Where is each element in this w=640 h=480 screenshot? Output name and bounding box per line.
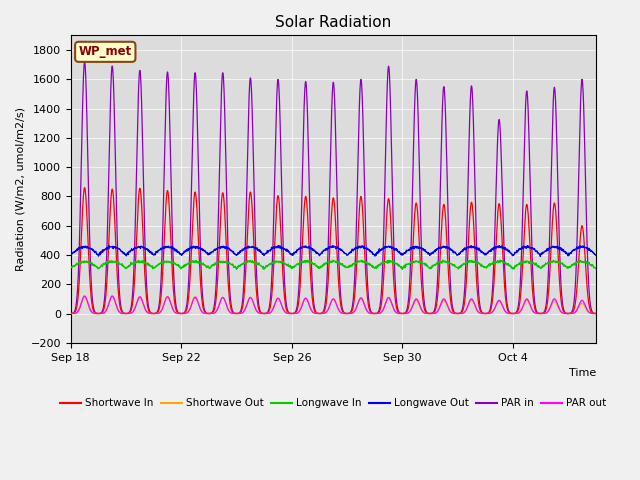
Shortwave Out	[502, 309, 509, 315]
Longwave In	[364, 261, 371, 266]
Longwave Out	[67, 252, 75, 258]
Shortwave In	[310, 303, 317, 309]
Longwave Out	[364, 245, 371, 251]
Shortwave Out	[85, 304, 93, 310]
Longwave In	[497, 257, 504, 263]
PAR in	[502, 286, 509, 291]
Longwave In	[202, 264, 210, 269]
PAR in	[582, 190, 589, 195]
Longwave In	[67, 265, 75, 271]
Shortwave In	[67, 311, 75, 316]
Line: Shortwave Out: Shortwave Out	[71, 297, 596, 313]
PAR in	[202, 310, 210, 316]
Shortwave In	[592, 311, 600, 316]
Longwave Out	[85, 245, 93, 251]
PAR in	[592, 311, 600, 316]
Longwave Out	[592, 252, 600, 258]
Shortwave Out	[202, 311, 210, 316]
PAR out	[81, 293, 88, 299]
PAR out	[310, 310, 317, 315]
Longwave In	[309, 261, 317, 266]
Line: PAR in: PAR in	[71, 62, 596, 313]
PAR out	[592, 311, 600, 316]
Shortwave In	[202, 310, 210, 316]
Longwave Out	[202, 250, 210, 255]
Longwave In	[582, 259, 589, 265]
Title: Solar Radiation: Solar Radiation	[275, 15, 392, 30]
Shortwave Out	[310, 310, 317, 315]
Longwave Out	[502, 245, 509, 251]
Longwave In	[85, 260, 93, 266]
Shortwave In	[85, 265, 93, 271]
Longwave In	[502, 261, 510, 266]
Longwave In	[399, 266, 406, 272]
Line: Shortwave In: Shortwave In	[71, 188, 596, 313]
PAR in	[310, 296, 317, 301]
Longwave Out	[310, 246, 317, 252]
PAR out	[85, 304, 93, 310]
Shortwave Out	[582, 305, 589, 311]
Shortwave Out	[592, 311, 600, 316]
PAR out	[582, 303, 589, 309]
Longwave Out	[536, 253, 544, 259]
PAR in	[85, 219, 93, 225]
X-axis label: Time: Time	[568, 368, 596, 378]
Longwave In	[592, 265, 600, 271]
PAR out	[202, 311, 210, 316]
PAR in	[364, 279, 371, 285]
Shortwave Out	[67, 311, 75, 316]
Shortwave Out	[364, 309, 371, 314]
PAR out	[364, 309, 371, 314]
Legend: Shortwave In, Shortwave Out, Longwave In, Longwave Out, PAR in, PAR out: Shortwave In, Shortwave Out, Longwave In…	[56, 394, 611, 412]
Shortwave In	[502, 297, 509, 302]
Shortwave In	[81, 185, 88, 191]
Line: PAR out: PAR out	[71, 296, 596, 313]
PAR in	[509, 311, 516, 316]
Longwave Out	[275, 242, 282, 248]
Line: Longwave Out: Longwave Out	[71, 245, 596, 256]
Shortwave In	[582, 261, 589, 266]
Text: WP_met: WP_met	[79, 45, 132, 58]
Y-axis label: Radiation (W/m2, umol/m2/s): Radiation (W/m2, umol/m2/s)	[15, 107, 25, 271]
Shortwave Out	[108, 294, 116, 300]
PAR out	[502, 309, 509, 315]
PAR in	[67, 311, 75, 316]
PAR in	[81, 59, 88, 65]
Line: Longwave In: Longwave In	[71, 260, 596, 269]
PAR out	[67, 311, 75, 316]
Shortwave In	[364, 295, 371, 300]
Longwave Out	[582, 245, 589, 251]
